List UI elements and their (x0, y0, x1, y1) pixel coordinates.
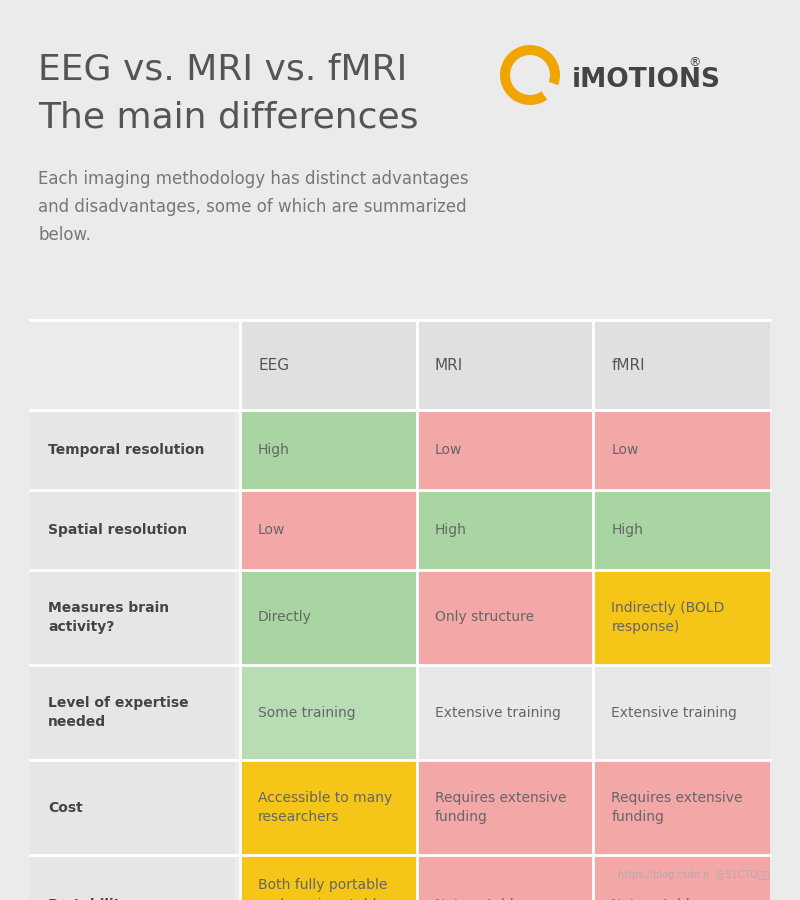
Text: Requires extensive
funding: Requires extensive funding (434, 791, 566, 824)
Text: Not portable: Not portable (611, 898, 698, 900)
Text: iMOTIONS: iMOTIONS (572, 67, 721, 93)
Wedge shape (530, 75, 558, 101)
Wedge shape (500, 45, 560, 105)
Bar (30, 855, 235, 900)
Text: Extensive training: Extensive training (434, 706, 561, 719)
Bar (240, 320, 770, 410)
Text: Some training: Some training (258, 706, 356, 719)
Bar (594, 855, 770, 900)
Text: High: High (611, 523, 643, 537)
Bar (417, 490, 594, 570)
Text: Low: Low (434, 443, 462, 457)
Text: Requires extensive
funding: Requires extensive funding (611, 791, 743, 824)
Text: Level of expertise
needed: Level of expertise needed (48, 696, 189, 729)
Text: Both fully portable
and semi-portable
devices available: Both fully portable and semi-portable de… (258, 878, 387, 900)
Bar (417, 410, 594, 490)
Text: Temporal resolution: Temporal resolution (48, 443, 205, 457)
Text: ®: ® (688, 57, 701, 69)
Bar (594, 410, 770, 490)
Bar (594, 570, 770, 665)
Bar (417, 855, 594, 900)
Text: Each imaging methodology has distinct advantages
and disadvantages, some of whic: Each imaging methodology has distinct ad… (38, 170, 469, 244)
Text: Low: Low (258, 523, 286, 537)
Bar (240, 855, 417, 900)
Bar (594, 665, 770, 760)
Bar (30, 490, 235, 570)
Text: The main differences: The main differences (38, 100, 418, 134)
Text: Only structure: Only structure (434, 610, 534, 625)
Text: EEG vs. MRI vs. fMRI: EEG vs. MRI vs. fMRI (38, 52, 407, 86)
Bar (240, 760, 417, 855)
Text: EEG: EEG (258, 357, 289, 373)
Text: Spatial resolution: Spatial resolution (48, 523, 187, 537)
Bar (417, 665, 594, 760)
Bar (30, 410, 235, 490)
Bar (240, 410, 417, 490)
Text: Accessible to many
researchers: Accessible to many researchers (258, 791, 392, 824)
Text: High: High (258, 443, 290, 457)
Bar (594, 490, 770, 570)
Bar (30, 760, 235, 855)
Text: Directly: Directly (258, 610, 312, 625)
Bar (240, 490, 417, 570)
Text: Low: Low (611, 443, 638, 457)
Text: Portability: Portability (48, 898, 130, 900)
Bar (30, 665, 235, 760)
Text: Not portable: Not portable (434, 898, 522, 900)
Text: Cost: Cost (48, 800, 82, 814)
Bar (240, 665, 417, 760)
Text: Extensive training: Extensive training (611, 706, 738, 719)
Text: Indirectly (BOLD
response): Indirectly (BOLD response) (611, 601, 725, 634)
Bar (594, 760, 770, 855)
Text: https://blog.csdn.n  @51CTO博客: https://blog.csdn.n @51CTO博客 (618, 870, 770, 880)
Bar (30, 570, 235, 665)
Text: High: High (434, 523, 466, 537)
Bar (240, 570, 417, 665)
Text: fMRI: fMRI (611, 357, 645, 373)
Bar (417, 570, 594, 665)
Text: Measures brain
activity?: Measures brain activity? (48, 601, 169, 634)
Bar (417, 760, 594, 855)
Wedge shape (510, 55, 550, 95)
Text: MRI: MRI (434, 357, 463, 373)
